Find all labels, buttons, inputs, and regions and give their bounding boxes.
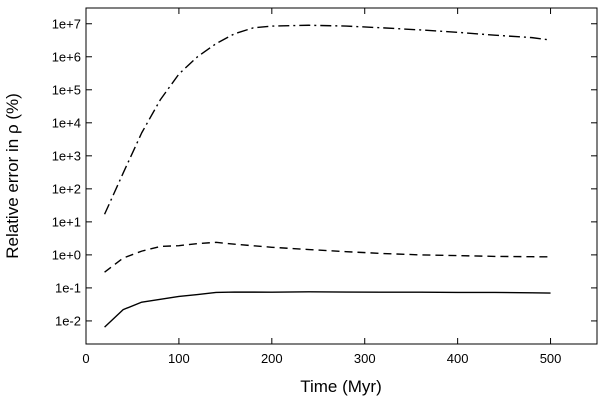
ticks: 0 100 200 300 400 500 1e-2 1e-1 1e+0 1e+1 1e+2 1e+3… xyxy=(52,8,597,366)
x-tick-label: 100 xyxy=(168,351,190,366)
series-line-dash-dot xyxy=(103,24,551,215)
y-tick-label: 1e+5 xyxy=(52,82,81,97)
y-tick-label: 1e-1 xyxy=(55,280,81,295)
y-tick-label: 1e-2 xyxy=(55,313,81,328)
y-tick-label: 1e+4 xyxy=(52,115,81,130)
x-tick-label: 400 xyxy=(447,351,469,366)
x-tick-label: 0 xyxy=(82,351,89,366)
plot-frame xyxy=(85,7,598,345)
series-group xyxy=(103,24,551,328)
x-tick-label: 300 xyxy=(354,351,376,366)
x-tick-label: 200 xyxy=(261,351,283,366)
y-tick-label: 1e+3 xyxy=(52,148,81,163)
y-tick-label: 1e+2 xyxy=(52,181,81,196)
series-line-dashed xyxy=(104,241,551,273)
y-tick-label: 1e+6 xyxy=(52,49,81,64)
x-axis-title: Time (Myr) xyxy=(300,377,382,396)
y-tick-label: 1e+7 xyxy=(52,16,81,31)
x-tick-label: 500 xyxy=(540,351,562,366)
series-line-solid xyxy=(104,291,551,328)
y-tick-label: 1e+1 xyxy=(52,214,81,229)
y-tick-label: 1e+0 xyxy=(52,247,81,262)
y-axis-title: Relative error in ρ (%) xyxy=(3,93,22,259)
